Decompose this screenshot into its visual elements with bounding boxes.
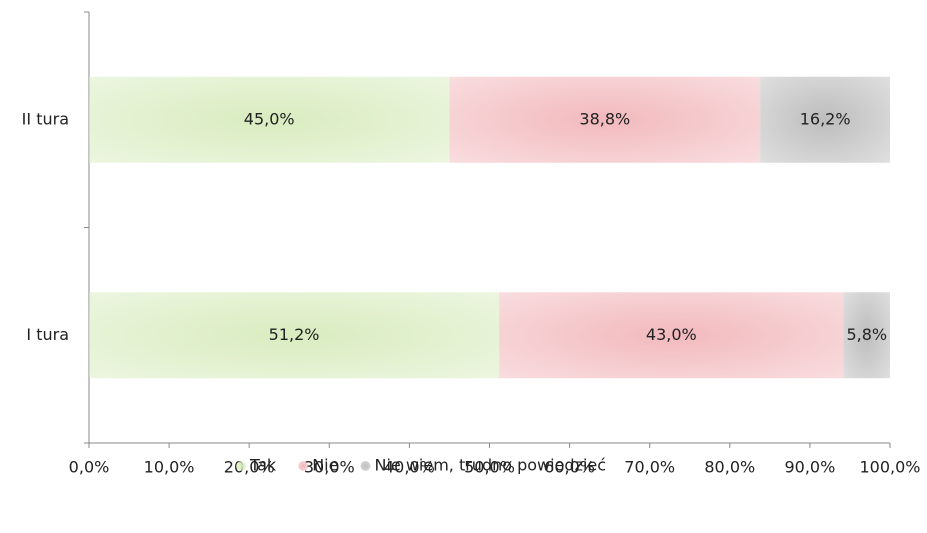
value-label: 38,8% [579,109,630,128]
y-tick-label: II tura [22,109,69,128]
x-tick-label: 0,0% [69,458,110,477]
legend-marker [360,461,371,471]
value-label: 43,0% [646,325,697,344]
legend-label: Tak [249,456,277,475]
bar-segment [499,292,844,379]
legend-marker [298,461,309,471]
value-label: 5,8% [846,325,887,344]
value-label: 51,2% [269,325,320,344]
x-tick-label: 50,0% [464,458,515,477]
legend-marker [236,461,246,471]
x-tick-label: 60,0% [544,458,595,477]
bar-segment [449,76,761,163]
bar-segment [760,76,890,163]
value-label: 16,2% [800,109,851,128]
value-label: 45,0% [244,109,295,128]
legend-label: Nie [312,456,338,475]
y-tick-label: I tura [26,325,69,344]
legend-label: Nie wiem, trudno powiedzieć [374,456,606,475]
x-tick-label: 30,0% [304,458,355,477]
bar-segment [843,292,890,379]
x-tick-label: 90,0% [784,458,835,477]
x-tick-label: 70,0% [624,458,675,477]
bar-segment [89,292,500,379]
x-tick-label: 100,0% [859,458,920,477]
x-tick-label: 20,0% [224,458,275,477]
bar-segment [89,76,450,163]
x-tick-label: 80,0% [704,458,755,477]
x-tick-label: 10,0% [144,458,195,477]
x-tick-label: 40,0% [384,458,435,477]
